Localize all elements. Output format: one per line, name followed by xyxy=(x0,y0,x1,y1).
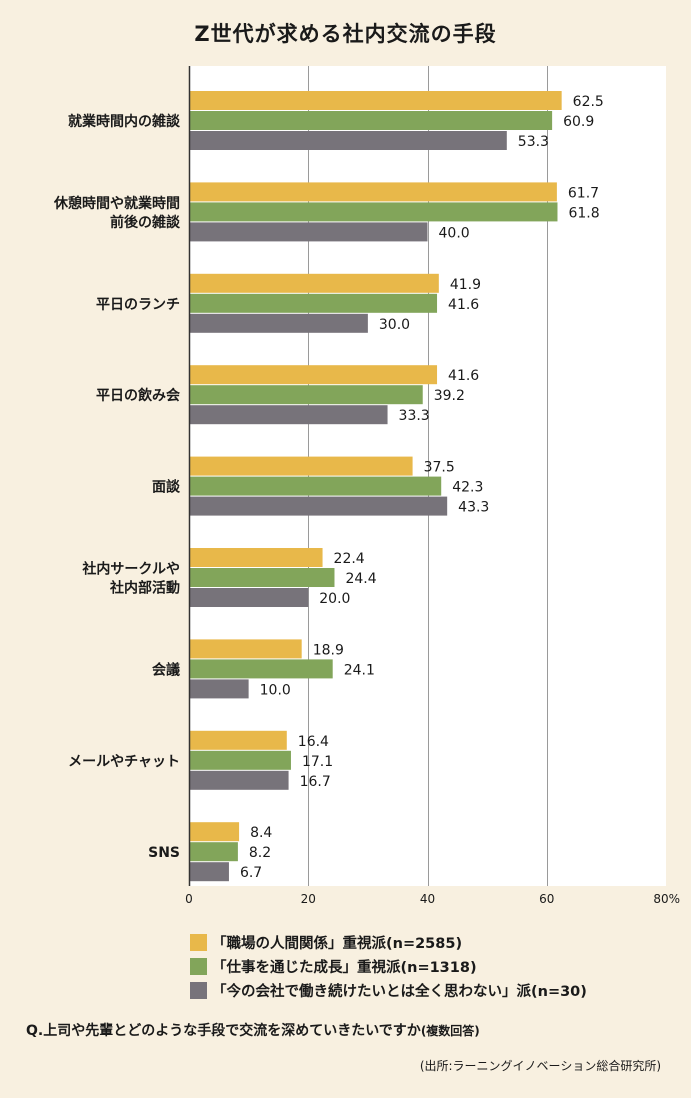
bar-value-label: 41.9 xyxy=(450,277,481,293)
bar-value-label: 43.3 xyxy=(458,500,489,516)
category-label: SNS xyxy=(148,845,180,861)
legend-item: 「今の会社で働き続けたいとは全く思わない」派(n=30) xyxy=(190,978,587,1002)
survey-question: Q.上司や先輩とどのような手段で交流を深めていきたいですか(複数回答) xyxy=(26,1020,480,1040)
category-label: 面談 xyxy=(152,479,181,496)
bar-value-label: 40.0 xyxy=(439,225,470,241)
legend-swatch xyxy=(190,957,207,975)
bar xyxy=(189,293,438,313)
bar-value-label: 17.1 xyxy=(302,754,333,770)
category-label: 前後の雑談 xyxy=(110,214,181,231)
x-tick-label: 20 xyxy=(301,892,316,906)
bar xyxy=(189,111,553,130)
legend-label: 「今の会社で働き続けたいとは全く思わない」派(n=30) xyxy=(212,983,587,1000)
category-label: 平日のランチ xyxy=(96,297,180,313)
x-tick-label: 80% xyxy=(653,892,680,906)
question-text: Q.上司や先輩とどのような手段で交流を深めていきたいですか xyxy=(26,1023,421,1039)
bar-value-label: 30.0 xyxy=(379,317,410,333)
bar-value-label: 42.3 xyxy=(452,480,483,496)
bar-value-label: 20.0 xyxy=(319,591,350,607)
bar-value-label: 61.8 xyxy=(568,205,599,221)
category-label: 休憩時間や就業時間 xyxy=(53,195,180,212)
x-tick-label: 60 xyxy=(539,892,554,906)
bar xyxy=(189,588,309,607)
category-label: 会議 xyxy=(152,661,180,678)
bar xyxy=(189,222,428,242)
chart-title: Z世代が求める社内交流の手段 xyxy=(194,22,497,46)
bar xyxy=(189,659,333,679)
bar-value-label: 16.4 xyxy=(298,734,329,750)
category-labels: 就業時間内の雑談休憩時間や就業時間前後の雑談平日のランチ平日の飲み会面談社内サー… xyxy=(53,113,181,861)
bar xyxy=(189,548,323,567)
bar xyxy=(189,456,413,476)
bar-value-label: 41.6 xyxy=(448,368,479,384)
bar xyxy=(189,385,423,405)
bar xyxy=(189,365,438,385)
bar xyxy=(189,862,229,882)
bar-value-label: 41.6 xyxy=(448,297,479,313)
bar xyxy=(189,273,439,293)
bar-value-label: 22.4 xyxy=(334,551,365,567)
source-note: (出所:ラーニングイノベーション総合研究所) xyxy=(419,1059,661,1073)
bar xyxy=(189,202,558,222)
x-axis-ticks: 0 20 40 60 80% xyxy=(185,892,680,906)
category-label: 社内部活動 xyxy=(109,580,180,597)
bar-value-label: 39.2 xyxy=(434,388,465,404)
bar xyxy=(189,476,442,496)
bar-value-label: 16.7 xyxy=(300,774,331,790)
legend-item: 「仕事を通じた成長」重視派(n=1318) xyxy=(190,954,587,978)
bar-value-label: 10.0 xyxy=(260,682,291,698)
bar xyxy=(189,750,291,770)
bar xyxy=(189,91,562,110)
bar xyxy=(189,842,238,862)
legend-swatch xyxy=(190,933,207,951)
bar xyxy=(189,730,287,750)
bar xyxy=(189,639,302,659)
bar-value-label: 33.3 xyxy=(399,408,430,424)
bar-value-label: 24.4 xyxy=(345,571,376,587)
bar-value-label: 62.5 xyxy=(573,94,604,110)
x-tick-label: 0 xyxy=(185,892,193,906)
x-tick-label: 40 xyxy=(420,892,435,906)
bar-value-label: 61.7 xyxy=(568,185,599,201)
bar xyxy=(189,496,448,516)
legend: 「職場の人間関係」重視派(n=2585) 「仕事を通じた成長」重視派(n=1318… xyxy=(190,930,587,1002)
bar-value-label: 8.2 xyxy=(249,845,271,861)
bar-value-label: 53.3 xyxy=(518,134,549,150)
bar xyxy=(189,131,507,150)
bar-value-label: 60.9 xyxy=(563,114,594,130)
bar-value-label: 8.4 xyxy=(250,825,272,841)
legend-swatch xyxy=(190,981,207,999)
bar-value-label: 18.9 xyxy=(313,642,344,658)
category-label: 平日の飲み会 xyxy=(96,387,181,404)
category-label: 就業時間内の雑談 xyxy=(68,113,181,130)
bar xyxy=(189,770,289,790)
bar xyxy=(189,405,388,425)
legend-label: 「職場の人間関係」重視派(n=2585) xyxy=(212,935,463,952)
question-note: (複数回答) xyxy=(420,1024,480,1038)
bar xyxy=(189,568,335,587)
bar-series: 62.5 60.9 53.3 61.7 61.8 40.0 41.9 41.6 30.0 41.6… xyxy=(189,91,604,882)
bar-chart: 62.5 60.9 53.3 61.7 61.8 40.0 41.9 41.6 30.0 41.6… xyxy=(53,66,680,906)
bar-value-label: 37.5 xyxy=(424,460,455,476)
bar xyxy=(189,182,557,202)
bar-value-label: 24.1 xyxy=(344,662,375,678)
legend-label: 「仕事を通じた成長」重視派(n=1318) xyxy=(212,959,477,976)
category-label: メールやチャット xyxy=(68,754,180,770)
bar xyxy=(189,313,368,333)
category-label: 社内サークルや xyxy=(81,561,180,578)
legend-item: 「職場の人間関係」重視派(n=2585) xyxy=(190,930,587,954)
bar xyxy=(189,679,249,699)
bar-value-label: 6.7 xyxy=(240,865,262,881)
bar xyxy=(189,822,240,842)
